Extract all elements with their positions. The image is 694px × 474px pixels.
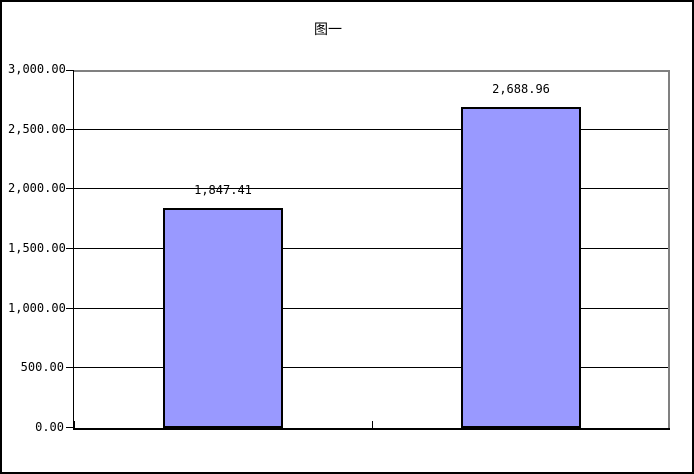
- chart-title: 图一: [314, 22, 342, 38]
- y-tick-mark: [66, 427, 73, 428]
- y-tick-mark: [66, 188, 73, 189]
- y-tick-mark: [66, 70, 73, 71]
- gridline: [74, 308, 668, 309]
- bar: [163, 208, 283, 428]
- y-axis-label: 1,500.00: [8, 241, 66, 255]
- gridline: [74, 129, 668, 130]
- bar: [461, 107, 581, 428]
- plot-area: 0.00 500.00 1,000.00 1,500.00 2,000.00 2,500.…: [8, 63, 670, 433]
- y-axis-label: 0.00: [35, 420, 64, 434]
- y-axis-label: 2,500.00: [8, 122, 66, 136]
- plot-border-top: [74, 70, 670, 72]
- y-axis-label: 500.00: [20, 360, 64, 374]
- plot-border-right: [668, 70, 670, 428]
- gridline: [74, 248, 668, 249]
- gridline: [74, 367, 668, 368]
- gridline: [74, 188, 668, 189]
- y-tick-mark: [66, 248, 73, 249]
- y-axis-label: 3,000.00: [8, 62, 66, 76]
- bar-value-label: 1,847.41: [194, 183, 252, 197]
- x-tick-mark: [372, 421, 373, 428]
- y-tick-mark: [66, 308, 73, 309]
- x-axis: [73, 428, 670, 430]
- y-axis: [73, 70, 74, 428]
- x-tick-mark: [74, 421, 75, 428]
- y-tick-mark: [66, 129, 73, 130]
- y-axis-label: 1,000.00: [8, 301, 66, 315]
- y-tick-mark: [66, 367, 73, 368]
- y-axis-label: 2,000.00: [8, 181, 66, 195]
- bar-value-label: 2,688.96: [492, 82, 550, 96]
